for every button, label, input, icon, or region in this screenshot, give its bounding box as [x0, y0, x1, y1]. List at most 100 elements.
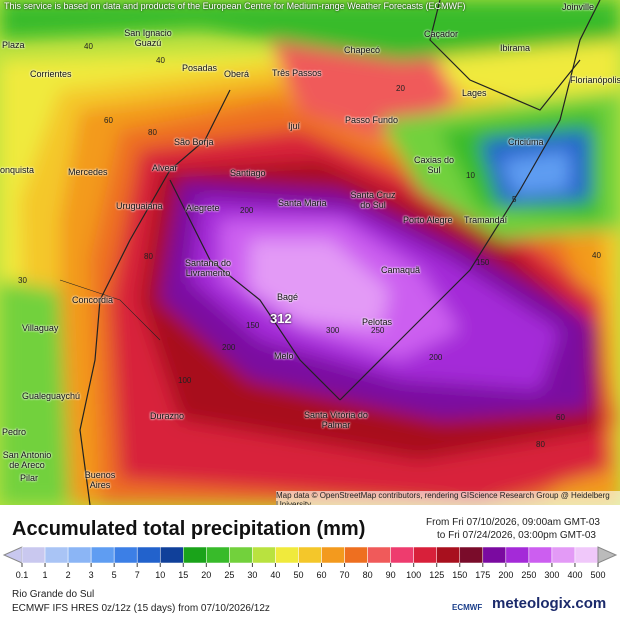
city-label: Concordia — [72, 295, 114, 305]
color-swatch — [321, 546, 345, 564]
ecmwf-logo: ECMWF — [452, 603, 483, 612]
contour-label: 150 — [476, 258, 490, 267]
contour-label: 40 — [84, 42, 93, 51]
color-swatch — [574, 546, 599, 564]
tick-label: 100 — [406, 570, 421, 580]
color-swatch — [344, 546, 368, 564]
tick-label: 7 — [135, 570, 140, 580]
color-swatch — [459, 546, 484, 564]
city-label: Melo — [274, 351, 294, 361]
color-swatch — [136, 546, 161, 564]
contour-label: 300 — [326, 326, 340, 335]
contour-label: 40 — [156, 56, 165, 65]
city-label: Santiago — [230, 168, 266, 178]
tick-label: 60 — [317, 570, 327, 580]
color-swatch — [528, 546, 553, 564]
color-swatch — [367, 546, 391, 564]
city-label: Posadas — [182, 63, 218, 73]
color-swatch — [275, 546, 299, 564]
contour-label: 20 — [396, 84, 405, 93]
tick-label: 10 — [155, 570, 165, 580]
tick-label: 25 — [224, 570, 234, 580]
city-label: Oberá — [224, 69, 250, 79]
city-label: Joinville — [562, 2, 595, 12]
city-label: Gualeguaychú — [22, 391, 81, 401]
legend-title: Accumulated total precipitation (mm) — [12, 518, 366, 540]
contour-label: 100 — [178, 376, 192, 385]
contour-label: 30 — [18, 276, 27, 285]
date-to: to Fri 07/24/2026, 03:00pm GMT-03 — [437, 530, 596, 541]
tick-label: 40 — [270, 570, 280, 580]
city-label: Tramandaí — [464, 215, 508, 225]
map-field — [0, 0, 620, 505]
city-label: Alvear — [152, 163, 178, 173]
city-label: Porto Alegre — [403, 215, 453, 225]
tick-label: 175 — [475, 570, 490, 580]
contour-label: 200 — [240, 206, 254, 215]
tick-label: 125 — [429, 570, 444, 580]
color-swatch — [113, 546, 138, 564]
city-label: Pedro — [2, 427, 27, 437]
contour-label: 80 — [536, 440, 545, 449]
contour-label: 150 — [246, 321, 260, 330]
color-swatch — [90, 546, 115, 564]
city-label: Ijuí — [288, 121, 301, 131]
colorbar: 0.1 1 2 3 5 7 10 15 20 25 30 40 50 60 70 80 90 100 125 150 1… — [2, 546, 618, 580]
attribution: Map data © OpenStreetMap contributors, r… — [276, 491, 620, 505]
tick-label: 30 — [247, 570, 257, 580]
city-label: Uruguaiana — [116, 201, 163, 211]
city-label: Santa Vitória do Palmar — [304, 410, 368, 430]
map: This service is based on data and produc… — [0, 0, 620, 505]
contour-label: 40 — [592, 251, 601, 260]
color-swatch — [229, 546, 253, 564]
contour-label: 5 — [512, 195, 517, 204]
city-label: Buenos Aires — [84, 470, 116, 490]
city-label: Santana do Livramento — [184, 258, 232, 278]
tick-label: 400 — [567, 570, 582, 580]
tick-label: 3 — [89, 570, 94, 580]
region: Rio Grande do Sul — [12, 589, 95, 600]
color-swatch — [505, 546, 530, 564]
color-swatch — [482, 546, 507, 564]
contour-label: 80 — [148, 128, 157, 137]
color-swatch — [44, 546, 69, 564]
city-label: Pelotas — [362, 317, 393, 327]
city-label: São Borja — [174, 137, 214, 147]
tick-label: 20 — [201, 570, 211, 580]
date-from: From Fri 07/10/2026, 09:00am GMT-03 — [426, 517, 600, 528]
contour-label: 10 — [466, 171, 475, 180]
color-swatch — [206, 546, 230, 564]
city-label: San Antonio de Areco — [2, 450, 52, 470]
tick-label: 0.1 — [16, 570, 29, 580]
color-swatch — [413, 546, 437, 564]
tick-label: 200 — [498, 570, 513, 580]
city-label: Lages — [462, 88, 487, 98]
color-swatch — [252, 546, 276, 564]
color-swatch — [436, 546, 461, 564]
city-label: Ibirama — [500, 43, 531, 53]
tick-label: 70 — [340, 570, 350, 580]
tick-label: 150 — [452, 570, 467, 580]
tick-label: 50 — [293, 570, 303, 580]
city-label: Três Passos — [272, 68, 322, 78]
colorbar-arrow-right — [597, 546, 618, 564]
city-label: Santa Cruz do Sul — [350, 190, 396, 210]
city-label: Criciúma — [508, 137, 544, 147]
city-label: Camaquã — [381, 265, 421, 275]
contour-label: 200 — [429, 353, 443, 362]
city-label: Santa Maria — [278, 198, 327, 208]
city-label: Alegrete — [186, 203, 220, 213]
color-swatch — [159, 546, 184, 564]
colorbar-arrow-left — [2, 546, 23, 564]
tick-label: 1 — [43, 570, 48, 580]
tick-label: 250 — [521, 570, 536, 580]
city-label: Plaza — [2, 40, 25, 50]
color-swatch — [183, 546, 207, 564]
city-label: Caxias do Sul — [413, 155, 455, 175]
contour-label: 80 — [144, 252, 153, 261]
color-swatch — [298, 546, 322, 564]
max-value: 312 — [270, 311, 292, 326]
color-swatch — [390, 546, 414, 564]
city-label: Chapecó — [344, 45, 381, 55]
tick-label: 300 — [544, 570, 559, 580]
